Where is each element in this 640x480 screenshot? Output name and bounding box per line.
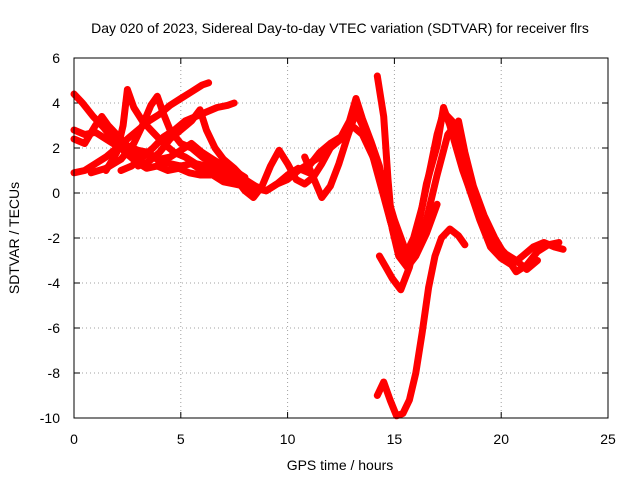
- x-tick-label: 0: [70, 431, 78, 447]
- y-tick-label: -2: [48, 230, 61, 246]
- y-tick-label: 2: [52, 140, 60, 156]
- grid: [74, 58, 608, 418]
- y-axis-label: SDTVAR / TECUs: [6, 182, 22, 294]
- data-series: [70, 72, 567, 420]
- y-tick-label: 4: [52, 95, 60, 111]
- y-tick-label: 6: [52, 50, 60, 66]
- plot-frame: [73, 57, 609, 419]
- y-tick-label: -8: [48, 365, 61, 381]
- y-tick-label: -4: [48, 275, 61, 291]
- x-tick-label: 25: [600, 431, 616, 447]
- y-tick-label: -6: [48, 320, 61, 336]
- series-track-13: [373, 72, 441, 271]
- series-track-7: [117, 99, 238, 174]
- x-tick-label: 5: [177, 431, 185, 447]
- chart-title: Day 020 of 2023, Sidereal Day-to-day VTE…: [91, 20, 589, 36]
- series-track-15: [375, 104, 541, 294]
- x-axis-label: GPS time / hours: [287, 457, 394, 473]
- y-tick-label: 0: [52, 185, 60, 201]
- series-track-16: [373, 225, 469, 420]
- y-tick-label: -10: [40, 410, 60, 426]
- x-tick-label: 15: [387, 431, 403, 447]
- axis-ticks: 0 5 10 15 20 25 -10 -8 -6 -4 -2 0 2 4 6: [40, 50, 616, 447]
- x-tick-label: 20: [493, 431, 509, 447]
- x-tick-label: 10: [280, 431, 296, 447]
